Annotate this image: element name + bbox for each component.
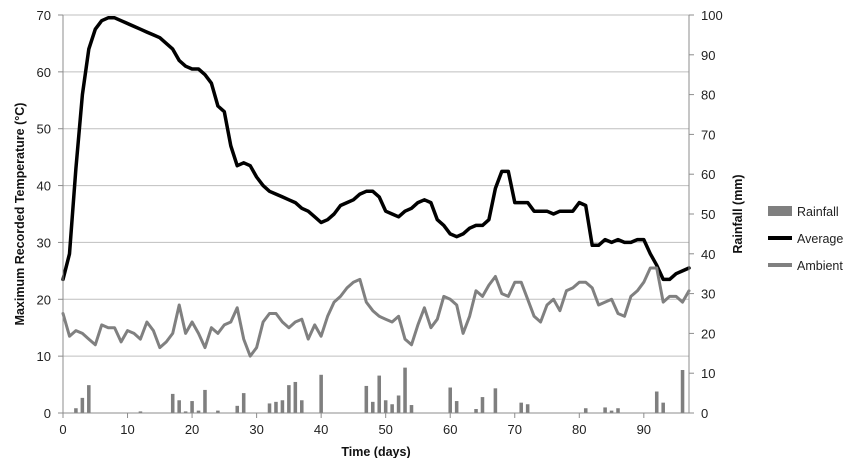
y-axis-right-title: Rainfall (mm) — [731, 174, 745, 253]
rainfall-bar — [448, 387, 452, 413]
y-right-tick-label: 30 — [701, 287, 715, 302]
rainfall-bar — [170, 393, 175, 413]
y-left-tick-label: 40 — [37, 179, 51, 194]
rainfall-bar — [390, 404, 394, 413]
rainfall-bar — [183, 411, 188, 413]
y-left-tick-label: 50 — [37, 122, 51, 137]
series-line-ambient — [61, 266, 691, 358]
x-tick-label: 30 — [249, 422, 263, 437]
rainfall-bars — [74, 367, 685, 413]
x-tick-label: 60 — [443, 422, 457, 437]
rainfall-bar — [300, 400, 304, 413]
y-right-tick-label: 100 — [701, 8, 723, 23]
rainfall-bar — [235, 405, 240, 413]
legend-swatch-rainfall — [768, 206, 792, 216]
rainfall-bar — [654, 391, 659, 413]
series-lines — [61, 16, 691, 358]
rainfall-bar — [267, 403, 272, 413]
rainfall-bar — [196, 410, 201, 413]
rainfall-bar — [519, 402, 523, 413]
rainfall-bar — [203, 389, 207, 413]
rainfall-bar — [80, 397, 85, 413]
legend-label-average: Average — [797, 232, 843, 246]
y-left-tick-label: 10 — [37, 349, 51, 364]
rainfall-bar — [241, 393, 246, 413]
rainfall-bar — [74, 408, 78, 413]
rainfall-bar — [364, 385, 369, 413]
y-left-tick-label: 20 — [37, 292, 51, 307]
y-left-tick-label: 30 — [37, 235, 51, 250]
rainfall-bar — [274, 401, 278, 413]
y-left-tick-label: 0 — [44, 406, 51, 421]
rainfall-bar — [609, 410, 614, 413]
x-tick-label: 10 — [120, 422, 134, 437]
x-tick-label: 0 — [59, 422, 66, 437]
y-right-tick-label: 70 — [701, 127, 715, 142]
tick-labels: 0 10 20 30 40 50 60 70 80 90 0 10 20 30 40 50 60 70 0 10 20 3… — [37, 8, 723, 437]
rainfall-bar — [190, 401, 194, 413]
rainfall-bar — [383, 400, 388, 413]
y-left-tick-label: 60 — [37, 65, 51, 80]
rainfall-bar — [138, 411, 143, 413]
rainfall-bar — [409, 405, 414, 413]
legend: Rainfall Average Ambient — [768, 205, 843, 273]
y-right-tick-label: 60 — [701, 167, 715, 182]
y-axis-left-title: Maximum Recorded Temperature (°C) — [13, 103, 27, 326]
x-tick-label: 80 — [572, 422, 586, 437]
rainfall-bar — [280, 400, 285, 413]
y-right-tick-label: 20 — [701, 326, 715, 341]
rainfall-bar — [525, 404, 530, 413]
rainfall-bar — [293, 381, 298, 413]
rainfall-bar — [377, 375, 382, 413]
x-tick-label: 50 — [378, 422, 392, 437]
y-right-tick-label: 40 — [701, 247, 715, 262]
rainfall-bar — [370, 401, 375, 413]
y-left-tick-label: 70 — [37, 8, 51, 23]
rainfall-bar — [603, 407, 607, 413]
rainfall-bar — [480, 397, 485, 413]
rainfall-bar — [583, 408, 588, 413]
series-line-average — [61, 16, 691, 282]
rainfall-bar — [616, 408, 620, 413]
rainfall-bar — [216, 410, 220, 413]
rainfall-bar — [319, 374, 323, 413]
x-tick-label: 90 — [637, 422, 651, 437]
y-right-tick-label: 10 — [701, 366, 715, 381]
rainfall-bar — [396, 395, 401, 413]
rainfall-bar — [474, 409, 478, 413]
rainfall-bar — [661, 402, 665, 413]
rainfall-bar — [493, 388, 498, 413]
x-tick-label: 70 — [508, 422, 522, 437]
legend-label-ambient: Ambient — [797, 259, 843, 273]
x-axis-title: Time (days) — [341, 445, 410, 458]
rainfall-bar — [680, 370, 685, 413]
axes — [58, 14, 694, 418]
y-right-tick-label: 80 — [701, 88, 715, 103]
gridlines — [63, 14, 689, 357]
rainfall-bar — [87, 385, 91, 413]
rainfall-bar — [454, 401, 459, 413]
x-tick-label: 20 — [185, 422, 199, 437]
y-right-tick-label: 0 — [701, 406, 708, 421]
x-tick-label: 40 — [314, 422, 328, 437]
y-right-tick-label: 50 — [701, 207, 715, 222]
y-right-tick-label: 90 — [701, 48, 715, 63]
legend-label-rainfall: Rainfall — [797, 205, 839, 219]
rainfall-bar — [287, 385, 291, 413]
rainfall-bar — [403, 367, 407, 413]
rainfall-bar — [177, 400, 181, 413]
